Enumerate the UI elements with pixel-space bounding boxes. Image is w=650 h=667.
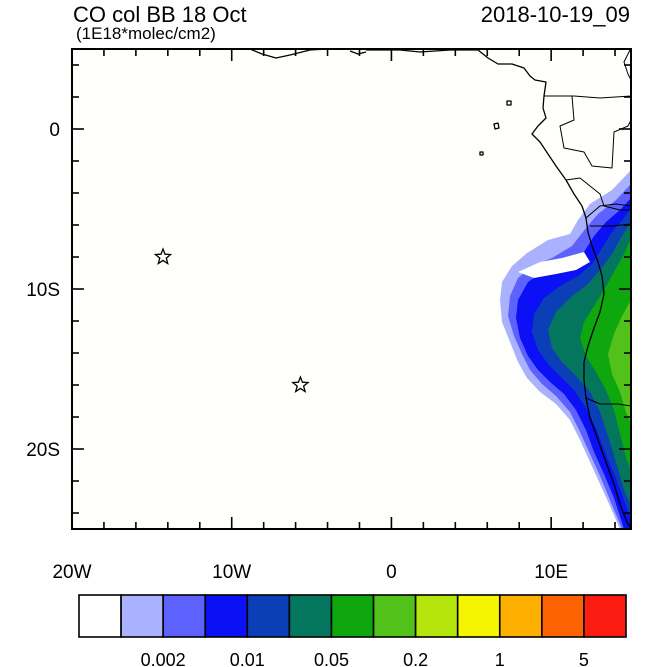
colorbar-label: 0.2 [403,650,428,667]
border-angola-north [585,203,631,219]
border-congo-drc [565,177,631,211]
y-tick-label: 20S [26,440,60,461]
x-tick-label: 10E [534,562,568,583]
coastline-gulf-of-guinea [349,49,631,529]
x-tick-label: 10W [212,562,251,583]
colorbar-box [162,594,207,638]
colorbar-box [541,594,585,638]
colorbar-label: 1 [495,650,505,667]
x-tick-label: 0 [386,562,397,583]
colorbar-box [583,594,627,638]
colorbar-box [78,594,122,638]
colorbar-box [372,594,417,638]
map-content [153,49,631,529]
colorbar [78,594,627,638]
island-annobon [479,151,484,156]
border-angola-namibia [585,397,631,407]
y-tick-label: 0 [49,120,60,141]
chart-title: CO col BB 18 Oct [73,2,247,27]
chart-units: (1E18*molec/cm2) [76,24,216,43]
colorbar-box [456,594,501,638]
x-tick-label: 20W [52,562,91,583]
coastlines [249,49,631,529]
y-tick-label: 10S [26,280,60,301]
station-markers [153,247,310,393]
plume-level-7 [608,300,631,424]
colorbar-labels: 0.002 0.01 0.05 0.2 1 5 [141,650,589,667]
island-principe [493,122,500,130]
colorbar-box [498,594,543,638]
colorbar-box [246,594,291,638]
border-cameroon-gabon [544,95,631,99]
island-bioko [506,100,512,106]
star-marker [153,247,173,265]
colorbar-label: 0.01 [230,650,265,667]
border-cameroon-east [623,49,631,81]
colorbar-label: 5 [579,650,589,667]
colorbar-label: 0.002 [141,650,186,667]
axis-tick-labels: 20W 10W 0 10E 0 10S 20S [26,120,568,583]
colorbar-box [204,594,249,638]
colorbar-box [120,594,164,638]
axis-ticks [71,49,631,529]
star-marker [291,375,310,393]
plume-level-6 [580,238,631,470]
colorbar-label: 0.05 [314,650,349,667]
timestamp: 2018-10-19_09 [480,2,630,27]
colorbar-box [288,594,333,638]
colorbar-box [330,594,375,638]
plume-gap [518,252,590,278]
colorbar-box [414,594,459,638]
